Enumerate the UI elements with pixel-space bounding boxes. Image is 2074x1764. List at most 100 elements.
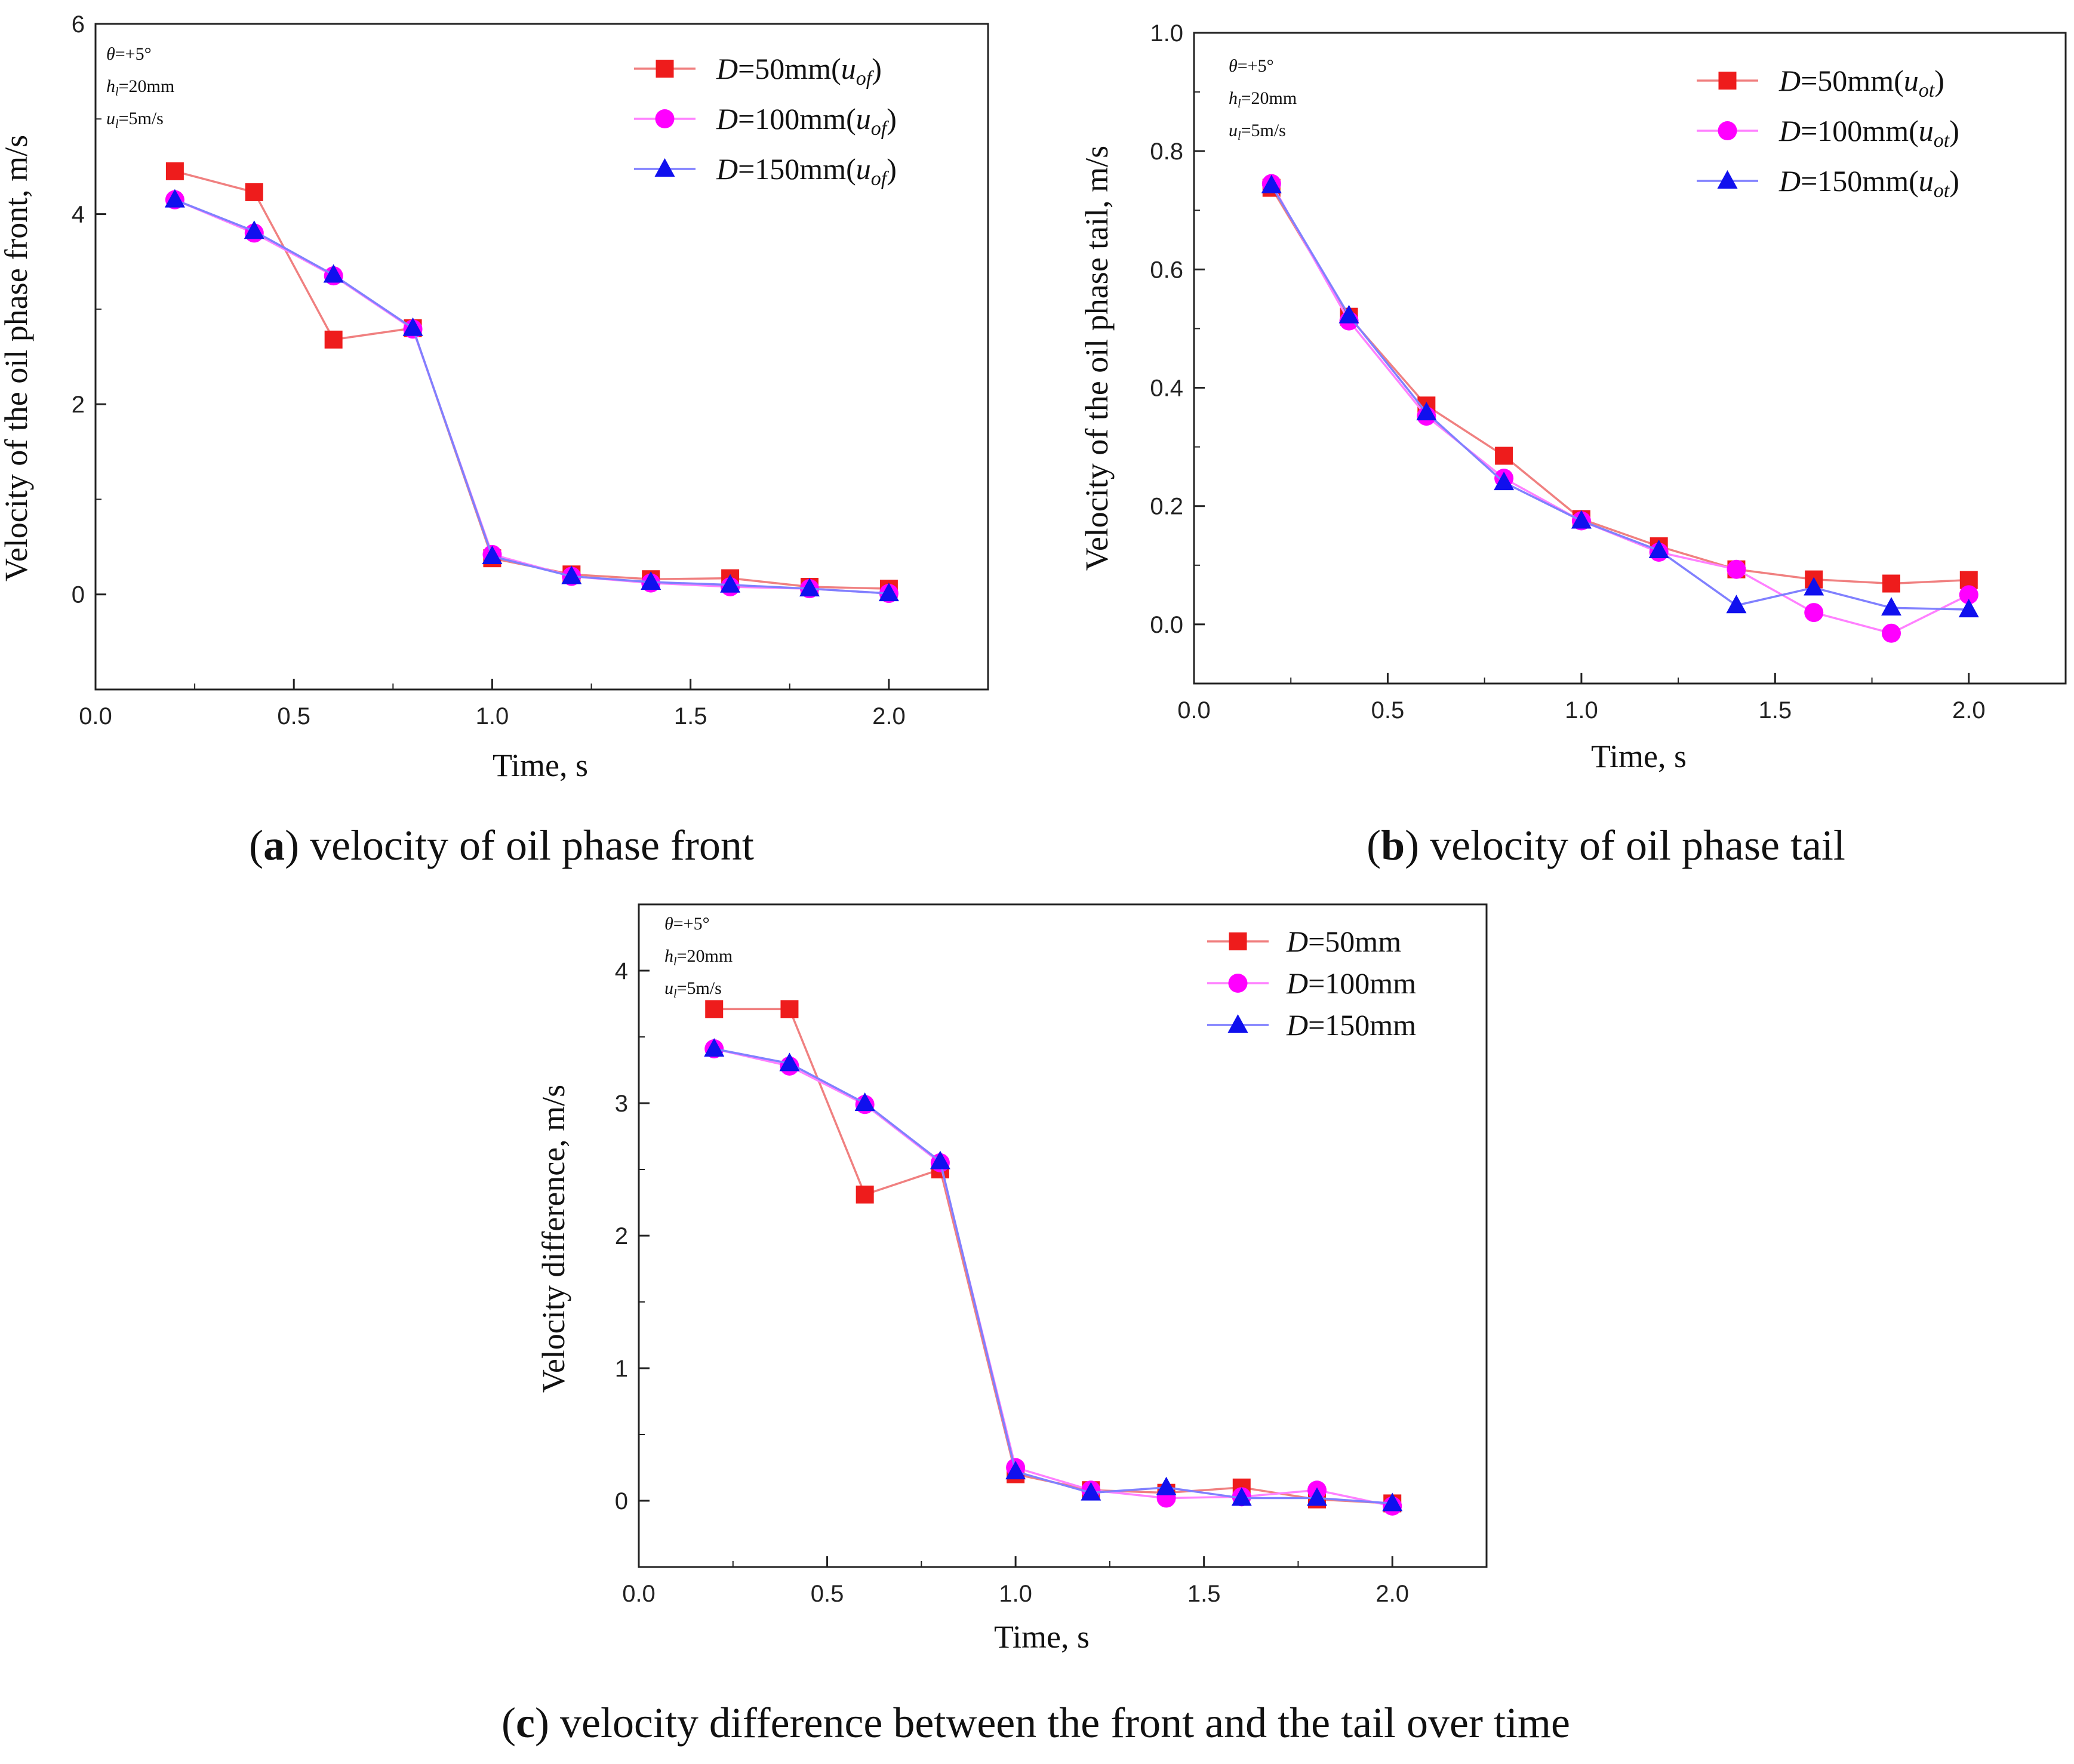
x-tick-label: 0.0	[79, 703, 112, 729]
caption-b: (b) velocity of oil phase tail	[1367, 821, 1845, 869]
legend-marker	[1718, 121, 1737, 140]
x-axis-title: Time, s	[493, 747, 588, 783]
x-tick-label: 0.5	[811, 1581, 844, 1607]
data-point	[1231, 1487, 1252, 1506]
y-tick-label: 2	[72, 392, 85, 418]
series-circle	[165, 190, 898, 604]
parameter-annotation: θ=+5°	[106, 44, 152, 64]
data-point	[482, 546, 503, 564]
parameter-annotation: ul=5m/s	[664, 978, 722, 1000]
series-circle	[1261, 174, 1978, 643]
data-point	[324, 330, 343, 349]
parameter-annotation: hl=20mm	[664, 946, 733, 968]
caption-a: (a) velocity of oil phase front	[249, 821, 754, 869]
data-point	[704, 1038, 725, 1057]
y-tick-label: 0.6	[1150, 257, 1183, 283]
plot-frame	[94, 23, 989, 691]
x-tick-label: 1.5	[674, 703, 707, 729]
parameter-annotation: hl=20mm	[1229, 88, 1297, 110]
data-point	[878, 583, 899, 602]
plot-frame	[1193, 32, 2067, 685]
series-square	[1262, 178, 1978, 593]
data-point	[1261, 174, 1282, 193]
series-line	[714, 1008, 1393, 1505]
series-square	[165, 162, 898, 598]
series-triangle	[1261, 174, 1979, 618]
legend-marker	[655, 109, 675, 128]
legend-marker	[1717, 170, 1738, 189]
x-tick-label: 1.5	[1759, 697, 1792, 724]
data-point	[1307, 1487, 1327, 1506]
x-tick-label: 1.0	[999, 1581, 1032, 1607]
y-axis-title: Velocity of the oil phase tail, m/s	[1079, 146, 1115, 571]
data-point	[1804, 577, 1824, 596]
data-point	[1882, 574, 1900, 593]
x-tick-label: 2.0	[872, 703, 906, 729]
legend-entry: D=50mm	[1207, 925, 1401, 958]
y-tick-label: 4	[615, 958, 628, 984]
data-point	[1727, 559, 1746, 579]
legend-entry: D=100mm	[1207, 966, 1416, 1000]
legend-marker	[654, 158, 675, 177]
y-axis-title: Velocity of the oil phase front, m/s	[0, 135, 34, 581]
legend-marker	[656, 60, 674, 78]
data-point	[780, 1000, 799, 1018]
y-tick-label: 0.8	[1150, 138, 1183, 165]
data-point	[164, 189, 185, 208]
data-point	[1882, 623, 1901, 643]
data-point	[245, 183, 263, 201]
legend-entry: D=150mm(uot)	[1697, 164, 1959, 202]
data-point	[1571, 510, 1592, 529]
legend-label: D=150mm	[1286, 1008, 1416, 1042]
data-point	[1081, 1482, 1101, 1501]
legend-label: D=150mm(uof)	[716, 152, 897, 190]
chart-panel-b: 0.0 0.5 1.0 1.5 2.0 0.0 0.2 0.4 0.6 0.8 1.0 Time, s…	[1079, 20, 2067, 774]
data-point	[779, 1052, 800, 1072]
y-tick-label: 0.0	[1150, 612, 1183, 638]
legend-entry: D=50mm(uof)	[634, 52, 882, 90]
series-triangle	[704, 1038, 1403, 1511]
legend-entry: D=50mm(uot)	[1697, 64, 1944, 101]
legend-marker	[1718, 72, 1737, 90]
legend-entry: D=100mm(uot)	[1697, 114, 1959, 152]
data-point	[1156, 1476, 1177, 1495]
legend-label: D=50mm(uof)	[716, 52, 882, 90]
y-tick-label: 1	[615, 1356, 628, 1382]
data-point	[1648, 540, 1669, 559]
caption-c: (c) velocity difference between the fron…	[501, 1699, 1570, 1747]
series-line	[174, 199, 889, 595]
data-point	[930, 1150, 950, 1169]
legend-marker	[1227, 1014, 1248, 1033]
x-axis-title: Time, s	[1591, 738, 1687, 774]
data-point	[641, 571, 661, 590]
data-point	[856, 1186, 874, 1204]
x-tick-label: 1.0	[476, 703, 509, 729]
data-point	[720, 574, 741, 593]
y-tick-label: 2	[615, 1223, 628, 1249]
data-point	[1005, 1461, 1026, 1480]
legend-label: D=50mm(uot)	[1778, 64, 1944, 101]
parameter-annotation: θ=+5°	[664, 914, 710, 934]
chart-panel-c: 0.0 0.5 1.0 1.5 2.0 0 1 2 3 4 Time, s Velocity diff…	[536, 903, 1488, 1655]
parameter-annotation: ul=5m/s	[1229, 121, 1286, 143]
x-tick-label: 2.0	[1952, 697, 1986, 724]
data-point	[1338, 304, 1359, 324]
data-point	[1726, 595, 1747, 614]
x-tick-label: 1.5	[1187, 1581, 1221, 1607]
data-point	[1804, 603, 1824, 623]
y-tick-label: 4	[72, 202, 85, 228]
data-point	[402, 317, 423, 336]
x-tick-label: 1.0	[1565, 697, 1598, 724]
y-tick-label: 0	[72, 582, 85, 608]
data-point	[1494, 472, 1515, 491]
legend-label: D=100mm	[1286, 966, 1416, 1000]
series-triangle	[164, 189, 899, 602]
series-line	[1270, 184, 1969, 611]
data-point	[1881, 597, 1901, 616]
data-point	[705, 1000, 724, 1018]
data-point	[244, 220, 264, 239]
data-point	[1382, 1492, 1403, 1511]
y-axis-title: Velocity difference, m/s	[536, 1085, 571, 1393]
data-point	[1958, 599, 1979, 618]
